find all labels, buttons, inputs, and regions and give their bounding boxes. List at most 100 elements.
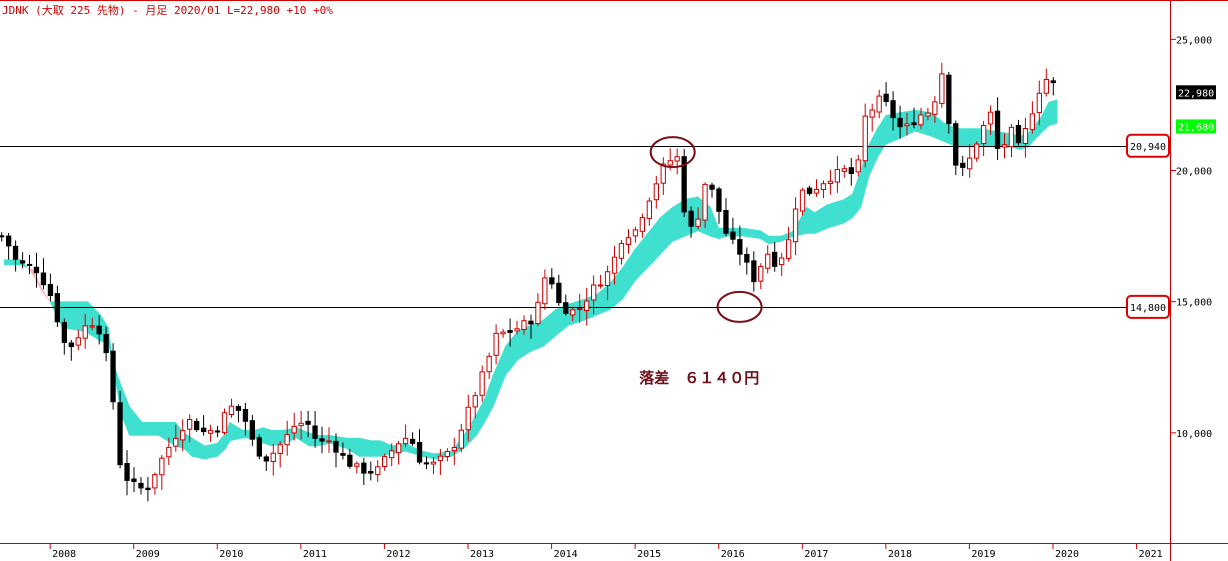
- candle-body: [758, 266, 764, 282]
- candle-body: [326, 440, 332, 443]
- candle-body: [207, 429, 214, 434]
- chart-header-title: JDNK (大取 225 先物) - 月足 2020/01 L=22,980 +…: [2, 3, 333, 17]
- price-tag-box: [1176, 85, 1216, 100]
- candle-body: [228, 405, 235, 416]
- candle-body: [960, 162, 966, 168]
- level-tag-label: 14,800: [1130, 303, 1166, 314]
- candle-body: [514, 328, 520, 332]
- candle-body: [535, 301, 541, 324]
- candle-body: [256, 437, 263, 457]
- candle-body: [611, 256, 618, 274]
- candle-body: [6, 235, 12, 247]
- candle-body: [187, 419, 193, 430]
- cloud-segment: [843, 193, 853, 224]
- cloud-segment: [371, 440, 381, 457]
- y-tick-label: 20,000: [1176, 167, 1212, 178]
- candle-body: [674, 156, 680, 162]
- candle-body: [625, 237, 632, 245]
- candle-body: [221, 412, 228, 434]
- candle-body: [242, 409, 249, 422]
- candle-body: [925, 112, 931, 117]
- candle-body: [423, 462, 430, 465]
- candle-body: [12, 245, 19, 260]
- highlight-ellipse: [649, 136, 696, 169]
- price-tags: 20,940 14,800 22,980 21,680: [1126, 85, 1216, 319]
- candlesticks: [0, 62, 1056, 502]
- candle-body: [667, 160, 673, 166]
- x-tick-label: 2013: [470, 549, 494, 560]
- candle-body: [89, 325, 95, 328]
- x-tick-label: 2010: [219, 549, 243, 560]
- candle-body: [723, 210, 729, 234]
- candle-body: [472, 395, 478, 408]
- candle-body: [716, 188, 722, 212]
- candle-body: [0, 235, 5, 238]
- candle-body: [974, 143, 980, 159]
- candle-body: [556, 282, 562, 304]
- x-tick-label: 2015: [637, 549, 661, 560]
- candle-body: [26, 263, 33, 266]
- cloud-segment: [827, 198, 845, 229]
- candle-body: [786, 239, 792, 259]
- candle-body: [117, 402, 123, 466]
- candle-body: [249, 420, 255, 440]
- candle-body: [841, 168, 848, 172]
- candle-body: [131, 478, 137, 482]
- x-tick-label: 2019: [971, 549, 995, 560]
- candle-body: [145, 487, 151, 491]
- candle-body: [312, 425, 318, 439]
- candle-body: [33, 266, 40, 274]
- x-tick-label: 2016: [721, 549, 745, 560]
- candle-body: [862, 115, 868, 162]
- candle-body: [235, 406, 242, 411]
- candle-body: [639, 217, 646, 232]
- cloud-segment: [262, 427, 272, 447]
- candle-body: [347, 454, 353, 467]
- candle-body: [730, 231, 736, 240]
- candle-body: [646, 200, 653, 219]
- candle-body: [806, 187, 813, 194]
- candle-body: [201, 427, 207, 433]
- candle-body: [688, 210, 694, 227]
- candle-body: [827, 180, 834, 185]
- candle-body: [604, 271, 611, 287]
- cloud-segment: [359, 437, 373, 457]
- x-tick-label: 2018: [888, 549, 912, 560]
- candle-body: [437, 455, 444, 461]
- candle-body: [389, 450, 395, 459]
- candle-body: [75, 337, 81, 346]
- candle-body: [1036, 92, 1042, 114]
- candle-body: [584, 300, 590, 312]
- cloud-segment: [41, 287, 51, 302]
- candle-body: [981, 125, 987, 144]
- candle-body: [946, 74, 952, 125]
- candle-body: [1029, 113, 1035, 131]
- price-gap-annotation: 落差 ６１４０円: [639, 369, 759, 387]
- x-tick-label: 2011: [303, 549, 327, 560]
- candle-body: [695, 218, 701, 227]
- y-axis-ticks: 10,000 15,000 20,000 25,000: [1170, 35, 1212, 440]
- candle-body: [402, 437, 409, 445]
- candle-body: [354, 463, 360, 467]
- x-tick-label: 2009: [136, 549, 160, 560]
- candle-body: [660, 163, 666, 184]
- price-tag-label: 22,980: [1178, 88, 1214, 99]
- candle-body: [382, 456, 388, 468]
- candle-body: [465, 406, 471, 431]
- candle-body: [932, 101, 938, 115]
- candle-body: [542, 277, 548, 305]
- candle-body: [876, 95, 882, 113]
- candle-body: [792, 208, 799, 243]
- candle-body: [396, 443, 402, 454]
- candle-body: [897, 117, 903, 128]
- candle-body: [159, 457, 165, 476]
- candle-body: [298, 422, 304, 427]
- candle-body: [270, 452, 276, 463]
- level-tag-label: 20,940: [1130, 142, 1166, 153]
- candle-body: [820, 183, 827, 190]
- candle-body: [82, 325, 88, 339]
- x-tick-label: 2008: [52, 549, 76, 560]
- candle-body: [737, 239, 743, 255]
- candle-body: [632, 229, 639, 237]
- level-tag-box: [1126, 133, 1170, 158]
